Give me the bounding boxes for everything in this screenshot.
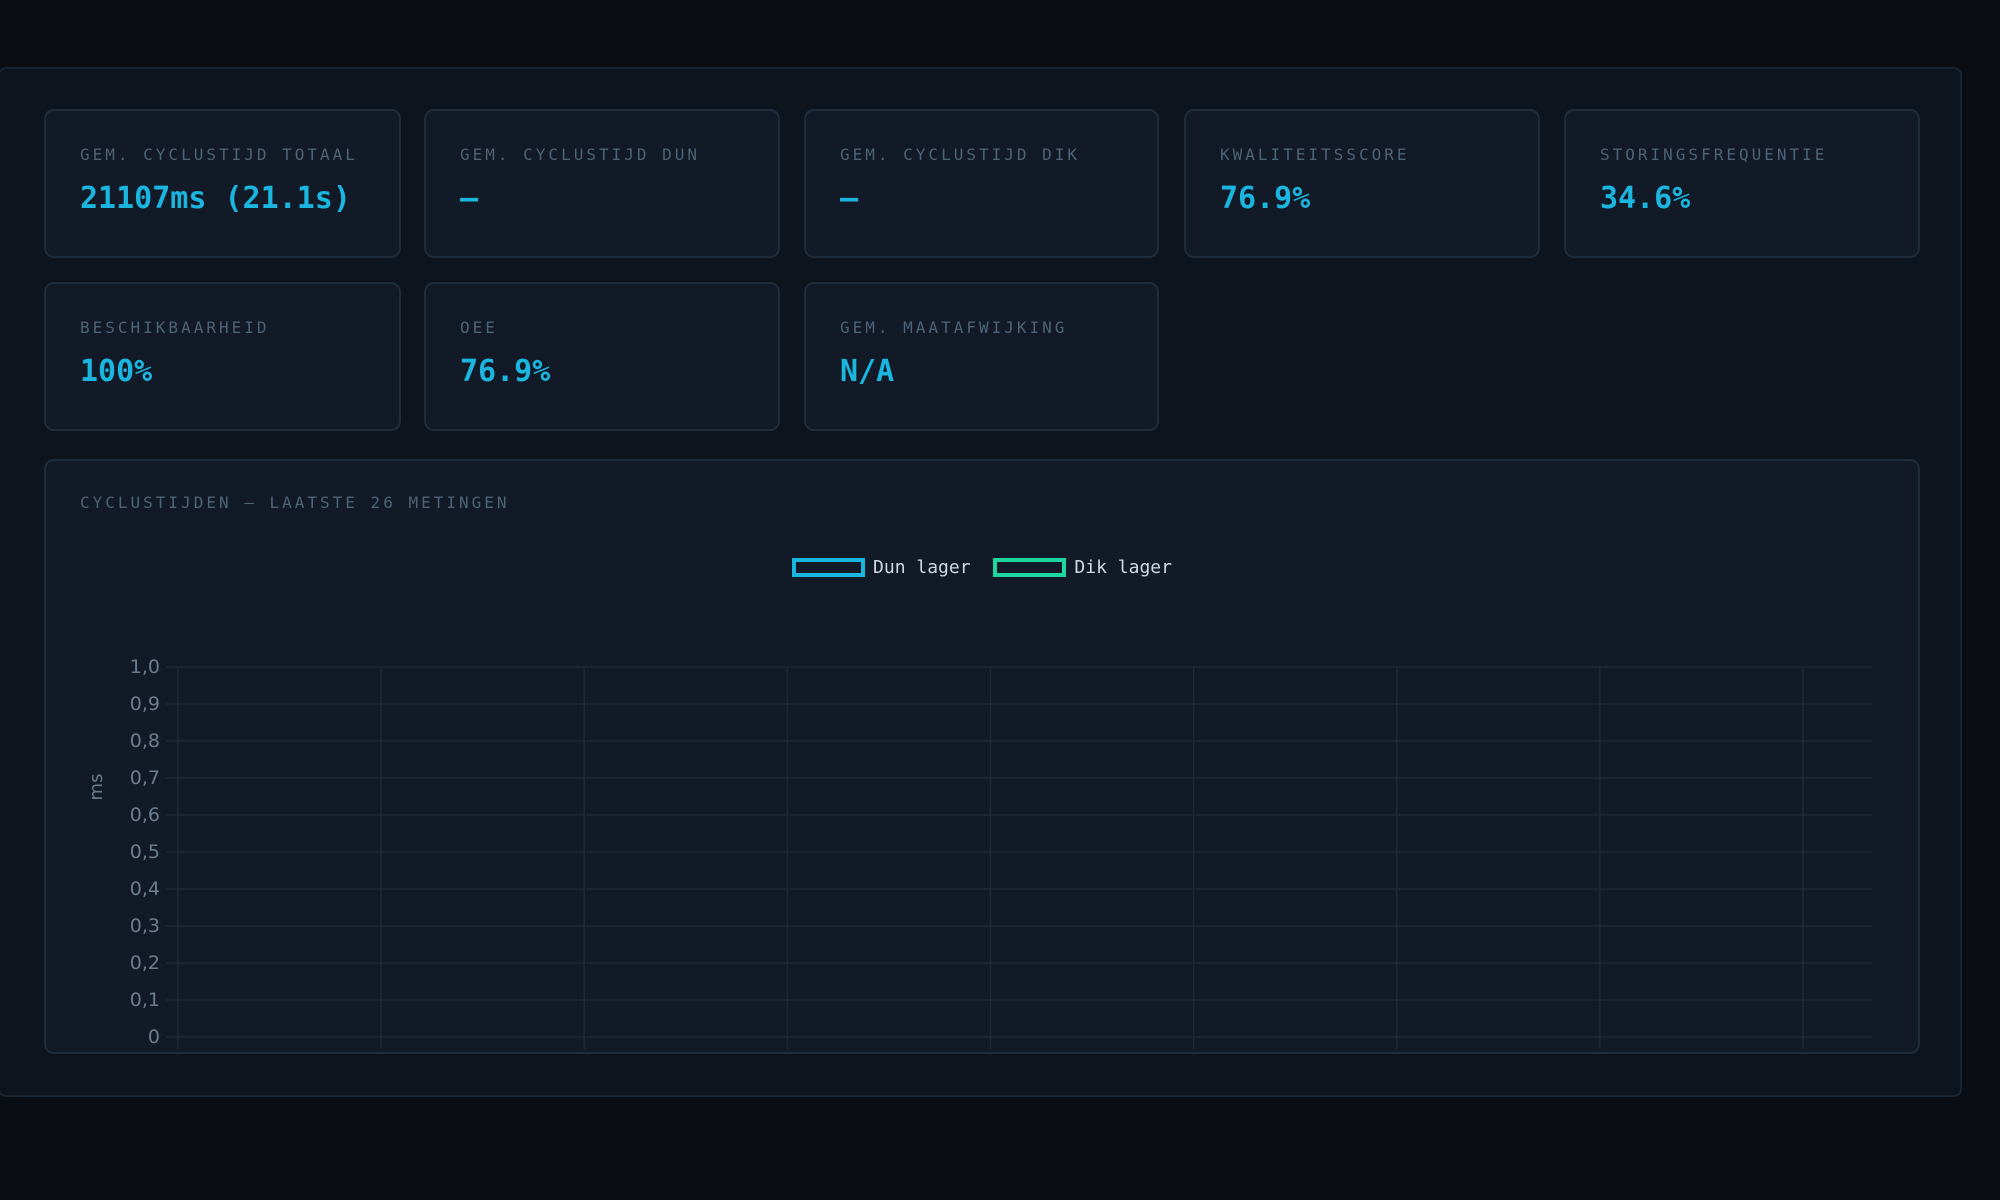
kpi-value: 76.9% (1220, 181, 1311, 216)
kpi-value: — (840, 181, 859, 216)
kpi-label: KWALITEITSSCORE (1220, 145, 1410, 164)
y-tick-label: 0,9 (130, 693, 160, 715)
y-tick-label: 0,2 (130, 952, 160, 974)
legend-label-dun: Dun lager (873, 557, 971, 578)
y-tick-label: 0,6 (130, 804, 160, 826)
legend-swatch-dik (993, 558, 1067, 577)
kpi-label: STORINGSFREQUENTIE (1600, 145, 1828, 164)
legend-item-dun[interactable]: Dun lager (792, 557, 971, 578)
chart-grid (166, 666, 1872, 1049)
legend-item-dik[interactable]: Dik lager (993, 557, 1172, 578)
kpi-value: — (460, 181, 479, 216)
kpi-label: GEM. MAATAFWIJKING (840, 318, 1068, 337)
kpi-card-avg-cycle-total: GEM. CYCLUSTIJD TOTAAL 21107ms (21.1s) (44, 109, 401, 258)
y-tick-label: 0,4 (130, 878, 160, 900)
y-tick-label: 0,7 (130, 767, 160, 789)
y-tick-label: 0,5 (130, 841, 160, 863)
dashboard-panel: GEM. CYCLUSTIJD TOTAAL 21107ms (21.1s) G… (0, 67, 1962, 1097)
kpi-value: 100% (80, 354, 153, 389)
kpi-card-failure-frequency: STORINGSFREQUENTIE 34.6% (1564, 109, 1920, 258)
kpi-label: BESCHIKBAARHEID (80, 318, 270, 337)
kpi-label: GEM. CYCLUSTIJD DUN (460, 145, 701, 164)
y-tick-label: 0,3 (130, 915, 160, 937)
y-tick-label: 0 (148, 1026, 160, 1048)
chart-axes: 00,10,20,30,40,50,60,70,80,91,004:10:550… (130, 656, 160, 1048)
cycle-time-line-chart: 00,10,20,30,40,50,60,70,80,91,004:10:550… (86, 656, 1872, 1049)
kpi-value: N/A (840, 354, 895, 389)
kpi-value: 21107ms (21.1s) (80, 181, 351, 216)
kpi-card-oee: OEE 76.9% (424, 282, 780, 431)
y-tick-label: 1,0 (130, 656, 160, 678)
kpi-label: GEM. CYCLUSTIJD DIK (840, 145, 1081, 164)
chart-title: CYCLUSTIJDEN — LAATSTE 26 METINGEN (80, 493, 510, 512)
kpi-label: GEM. CYCLUSTIJD TOTAAL (80, 145, 358, 164)
kpi-card-avg-cycle-thick: GEM. CYCLUSTIJD DIK — (804, 109, 1159, 258)
legend-swatch-dun (792, 558, 866, 577)
y-axis-title: ms (86, 774, 107, 801)
kpi-value: 76.9% (460, 354, 551, 389)
kpi-value: 34.6% (1600, 181, 1691, 216)
legend-label-dik: Dik lager (1074, 557, 1172, 578)
kpi-card-quality-score: KWALITEITSSCORE 76.9% (1184, 109, 1540, 258)
kpi-card-avg-dimension-deviation: GEM. MAATAFWIJKING N/A (804, 282, 1159, 431)
y-tick-label: 0,1 (130, 989, 160, 1011)
cycle-time-chart-card: CYCLUSTIJDEN — LAATSTE 26 METINGEN Dun l… (44, 459, 1920, 1054)
kpi-label: OEE (460, 318, 498, 337)
kpi-card-avg-cycle-thin: GEM. CYCLUSTIJD DUN — (424, 109, 780, 258)
chart-legend: Dun lager Dik lager (46, 557, 1918, 582)
y-tick-label: 0,8 (130, 730, 160, 752)
kpi-card-availability: BESCHIKBAARHEID 100% (44, 282, 401, 431)
